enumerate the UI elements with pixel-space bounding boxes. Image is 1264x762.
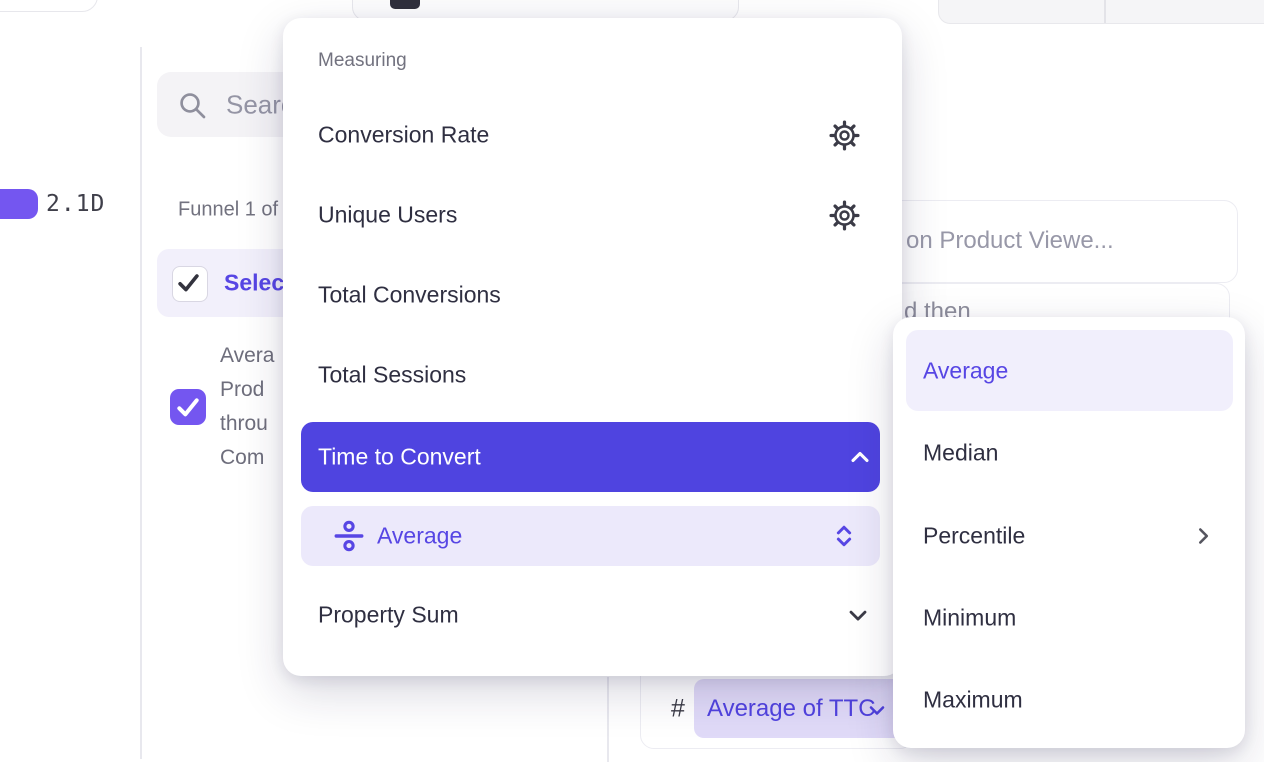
select-all-label: Selec <box>224 269 285 296</box>
step-description-line: Prod <box>220 378 265 401</box>
gear-icon[interactable] <box>829 200 860 231</box>
step-description-line: throu <box>220 412 268 435</box>
measuring-menu: Measuring Conversion Rate Unique Users <box>283 18 902 676</box>
submenu-item-minimum[interactable]: Minimum <box>923 604 1017 631</box>
funnel-bar-fragment <box>0 189 38 219</box>
search-icon <box>176 89 208 121</box>
number-type-icon: # <box>671 694 685 723</box>
funnel-step-label: Funnel 1 of <box>178 198 279 221</box>
step-description-line: Avera <box>220 344 275 367</box>
chevron-down-icon[interactable] <box>844 601 872 629</box>
submenu-item-average[interactable]: Average <box>906 330 1233 411</box>
segment-divider <box>1104 0 1106 23</box>
builder-column-divider <box>607 677 609 762</box>
average-label: Average <box>377 522 463 549</box>
menu-item-total-sessions[interactable]: Total Sessions <box>318 361 467 388</box>
menu-item-property-sum[interactable]: Property Sum <box>318 601 459 628</box>
step-description-line: Com <box>220 446 265 469</box>
metric-pill[interactable]: Average of TTC <box>694 679 906 738</box>
menu-subitem-average[interactable]: Average <box>301 506 880 566</box>
step-description: Avera Prod throu Com <box>220 339 370 475</box>
chevron-down-icon <box>865 698 889 722</box>
checkmark-icon <box>173 267 207 298</box>
submenu-item-maximum[interactable]: Maximum <box>923 686 1023 713</box>
chevron-right-icon <box>1190 523 1216 549</box>
funnel-duration-value: 2.1D <box>46 191 106 217</box>
submenu-average-label: Average <box>923 357 1009 384</box>
measuring-menu-header: Measuring <box>318 50 407 71</box>
checkmark-icon <box>172 391 204 423</box>
menu-item-time-to-convert[interactable]: Time to Convert <box>301 422 880 492</box>
event-name: on Product Viewe... <box>906 227 1114 254</box>
selector-up-down-icon <box>829 521 859 551</box>
metric-pill-label: Average of TTC <box>707 695 876 722</box>
step-checkbox[interactable] <box>170 389 206 425</box>
left-panel-divider <box>140 47 142 759</box>
time-to-convert-label: Time to Convert <box>318 443 481 470</box>
submenu-item-median[interactable]: Median <box>923 439 999 466</box>
submenu-item-percentile[interactable]: Percentile <box>923 522 1026 549</box>
chevron-up-icon <box>846 443 874 471</box>
funnel-icon-fragment <box>390 0 420 9</box>
menu-item-unique-users[interactable]: Unique Users <box>318 201 458 228</box>
top-left-card-fragment <box>0 0 98 12</box>
menu-item-conversion-rate[interactable]: Conversion Rate <box>318 121 490 148</box>
topbar-segmented-control[interactable] <box>938 0 1264 24</box>
average-icon <box>332 519 366 553</box>
select-all-checkbox[interactable] <box>172 266 208 302</box>
menu-item-total-conversions[interactable]: Total Conversions <box>318 281 501 308</box>
gear-icon[interactable] <box>829 120 860 151</box>
aggregation-menu: Average Median Percentile Minimum Maximu… <box>893 317 1245 748</box>
